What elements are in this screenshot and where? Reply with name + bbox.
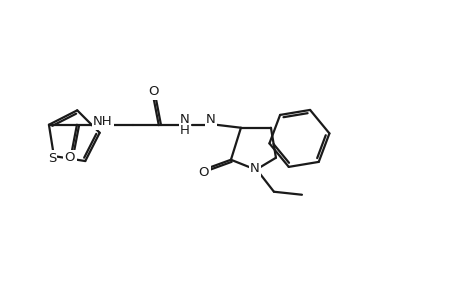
Text: H: H [179, 124, 190, 137]
Text: N: N [250, 162, 259, 175]
Text: O: O [65, 151, 75, 164]
Text: N: N [179, 113, 190, 126]
Text: O: O [198, 166, 209, 179]
Text: NH: NH [93, 115, 112, 128]
Text: N: N [206, 113, 215, 126]
Text: O: O [148, 85, 159, 98]
Text: S: S [48, 152, 56, 165]
